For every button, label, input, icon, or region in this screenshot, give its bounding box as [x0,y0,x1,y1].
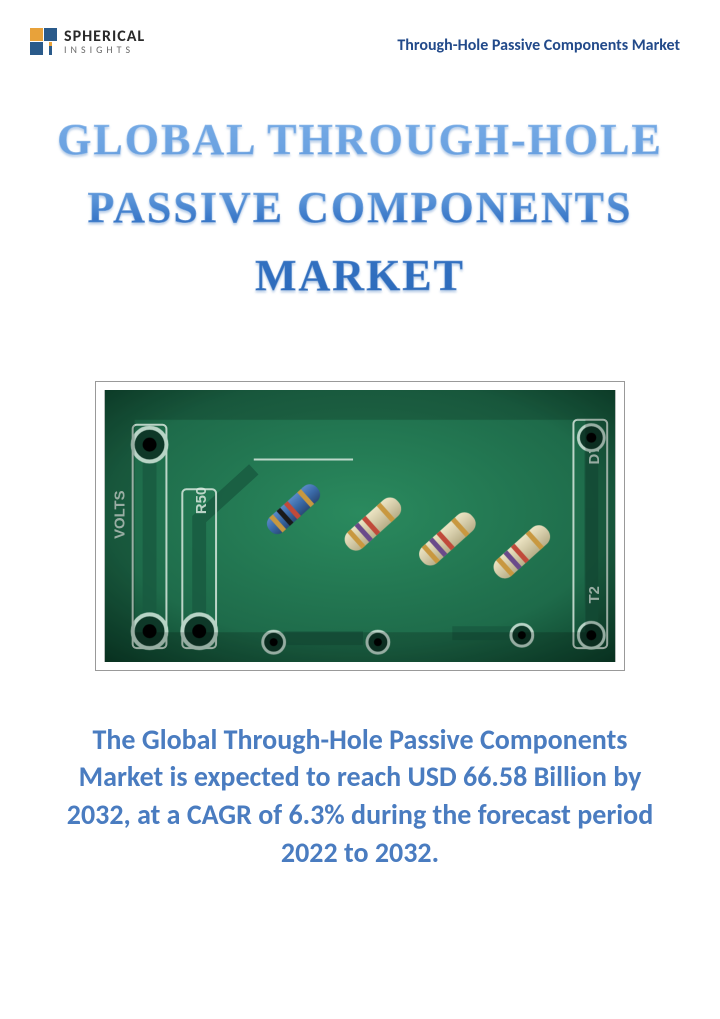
pcb-illustration: VOLTS R50 D71 T2 [104,390,616,662]
main-title-text: Global Through-Hole Passive Components M… [40,106,680,311]
main-title-block: Global Through-Hole Passive Components M… [0,106,720,311]
summary-block: The Global Through-Hole Passive Componen… [0,721,720,872]
logo-icon [30,28,58,56]
header-title: Through-Hole Passive Components Market [397,36,680,55]
logo-text: SPHERICAL INSIGHTS [64,29,145,55]
hero-image-frame: VOLTS R50 D71 T2 [95,381,625,671]
summary-text: The Global Through-Hole Passive Componen… [60,721,660,872]
brand-logo: SPHERICAL INSIGHTS [30,28,145,56]
logo-sub-text: INSIGHTS [64,45,145,55]
document-header: SPHERICAL INSIGHTS Through-Hole Passive … [0,0,720,56]
silkscreen-label: R50 [194,486,210,513]
